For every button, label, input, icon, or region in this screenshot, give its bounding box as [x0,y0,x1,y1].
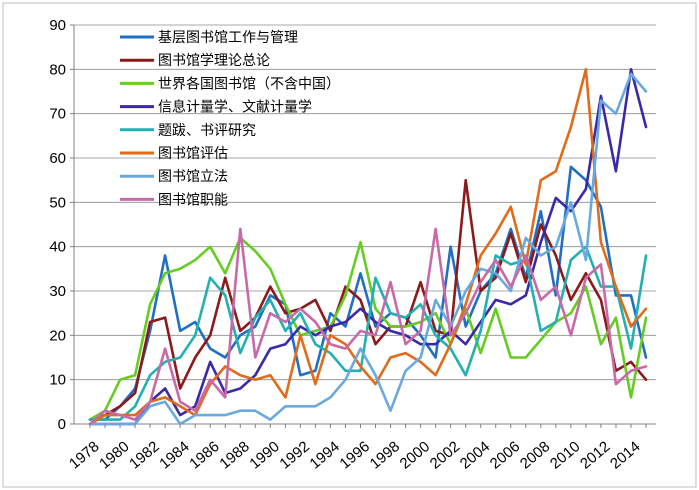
y-tick-label: 70 [49,106,66,123]
legend-label: 图书馆评估 [158,146,228,162]
series-line-7 [88,72,648,426]
legend-label: 题跋、书评研究 [158,123,256,139]
legend-label: 基层图书馆工作与管理 [158,29,298,46]
y-tick-label: 50 [49,194,66,211]
legend-label: 图书馆学理论总论 [158,53,270,69]
series-line-1 [88,165,648,421]
y-tick-label: 30 [49,283,66,300]
series-lines [88,68,648,426]
y-tick-label: 10 [49,372,66,389]
legend-label: 信息计量学、文献计量学 [158,99,312,116]
y-tick-label: 20 [49,327,66,344]
legend-label: 世界各国图书馆（不含中国） [158,76,340,92]
y-tick-labels: 0 10 20 30 40 50 60 70 80 90 [49,17,74,433]
series-line-5 [88,245,648,421]
legend-label: 图书馆职能 [158,192,228,208]
y-tick-label: 40 [49,239,66,256]
legend-label: 图书馆立法 [158,169,228,185]
series-line-8 [88,227,648,426]
y-tick-label: 0 [58,416,66,433]
y-tick-label: 90 [49,17,66,34]
y-tick-label: 60 [49,150,66,167]
series-line-6 [88,68,648,426]
y-tick-label: 80 [49,61,66,78]
series-line-4 [88,68,648,426]
